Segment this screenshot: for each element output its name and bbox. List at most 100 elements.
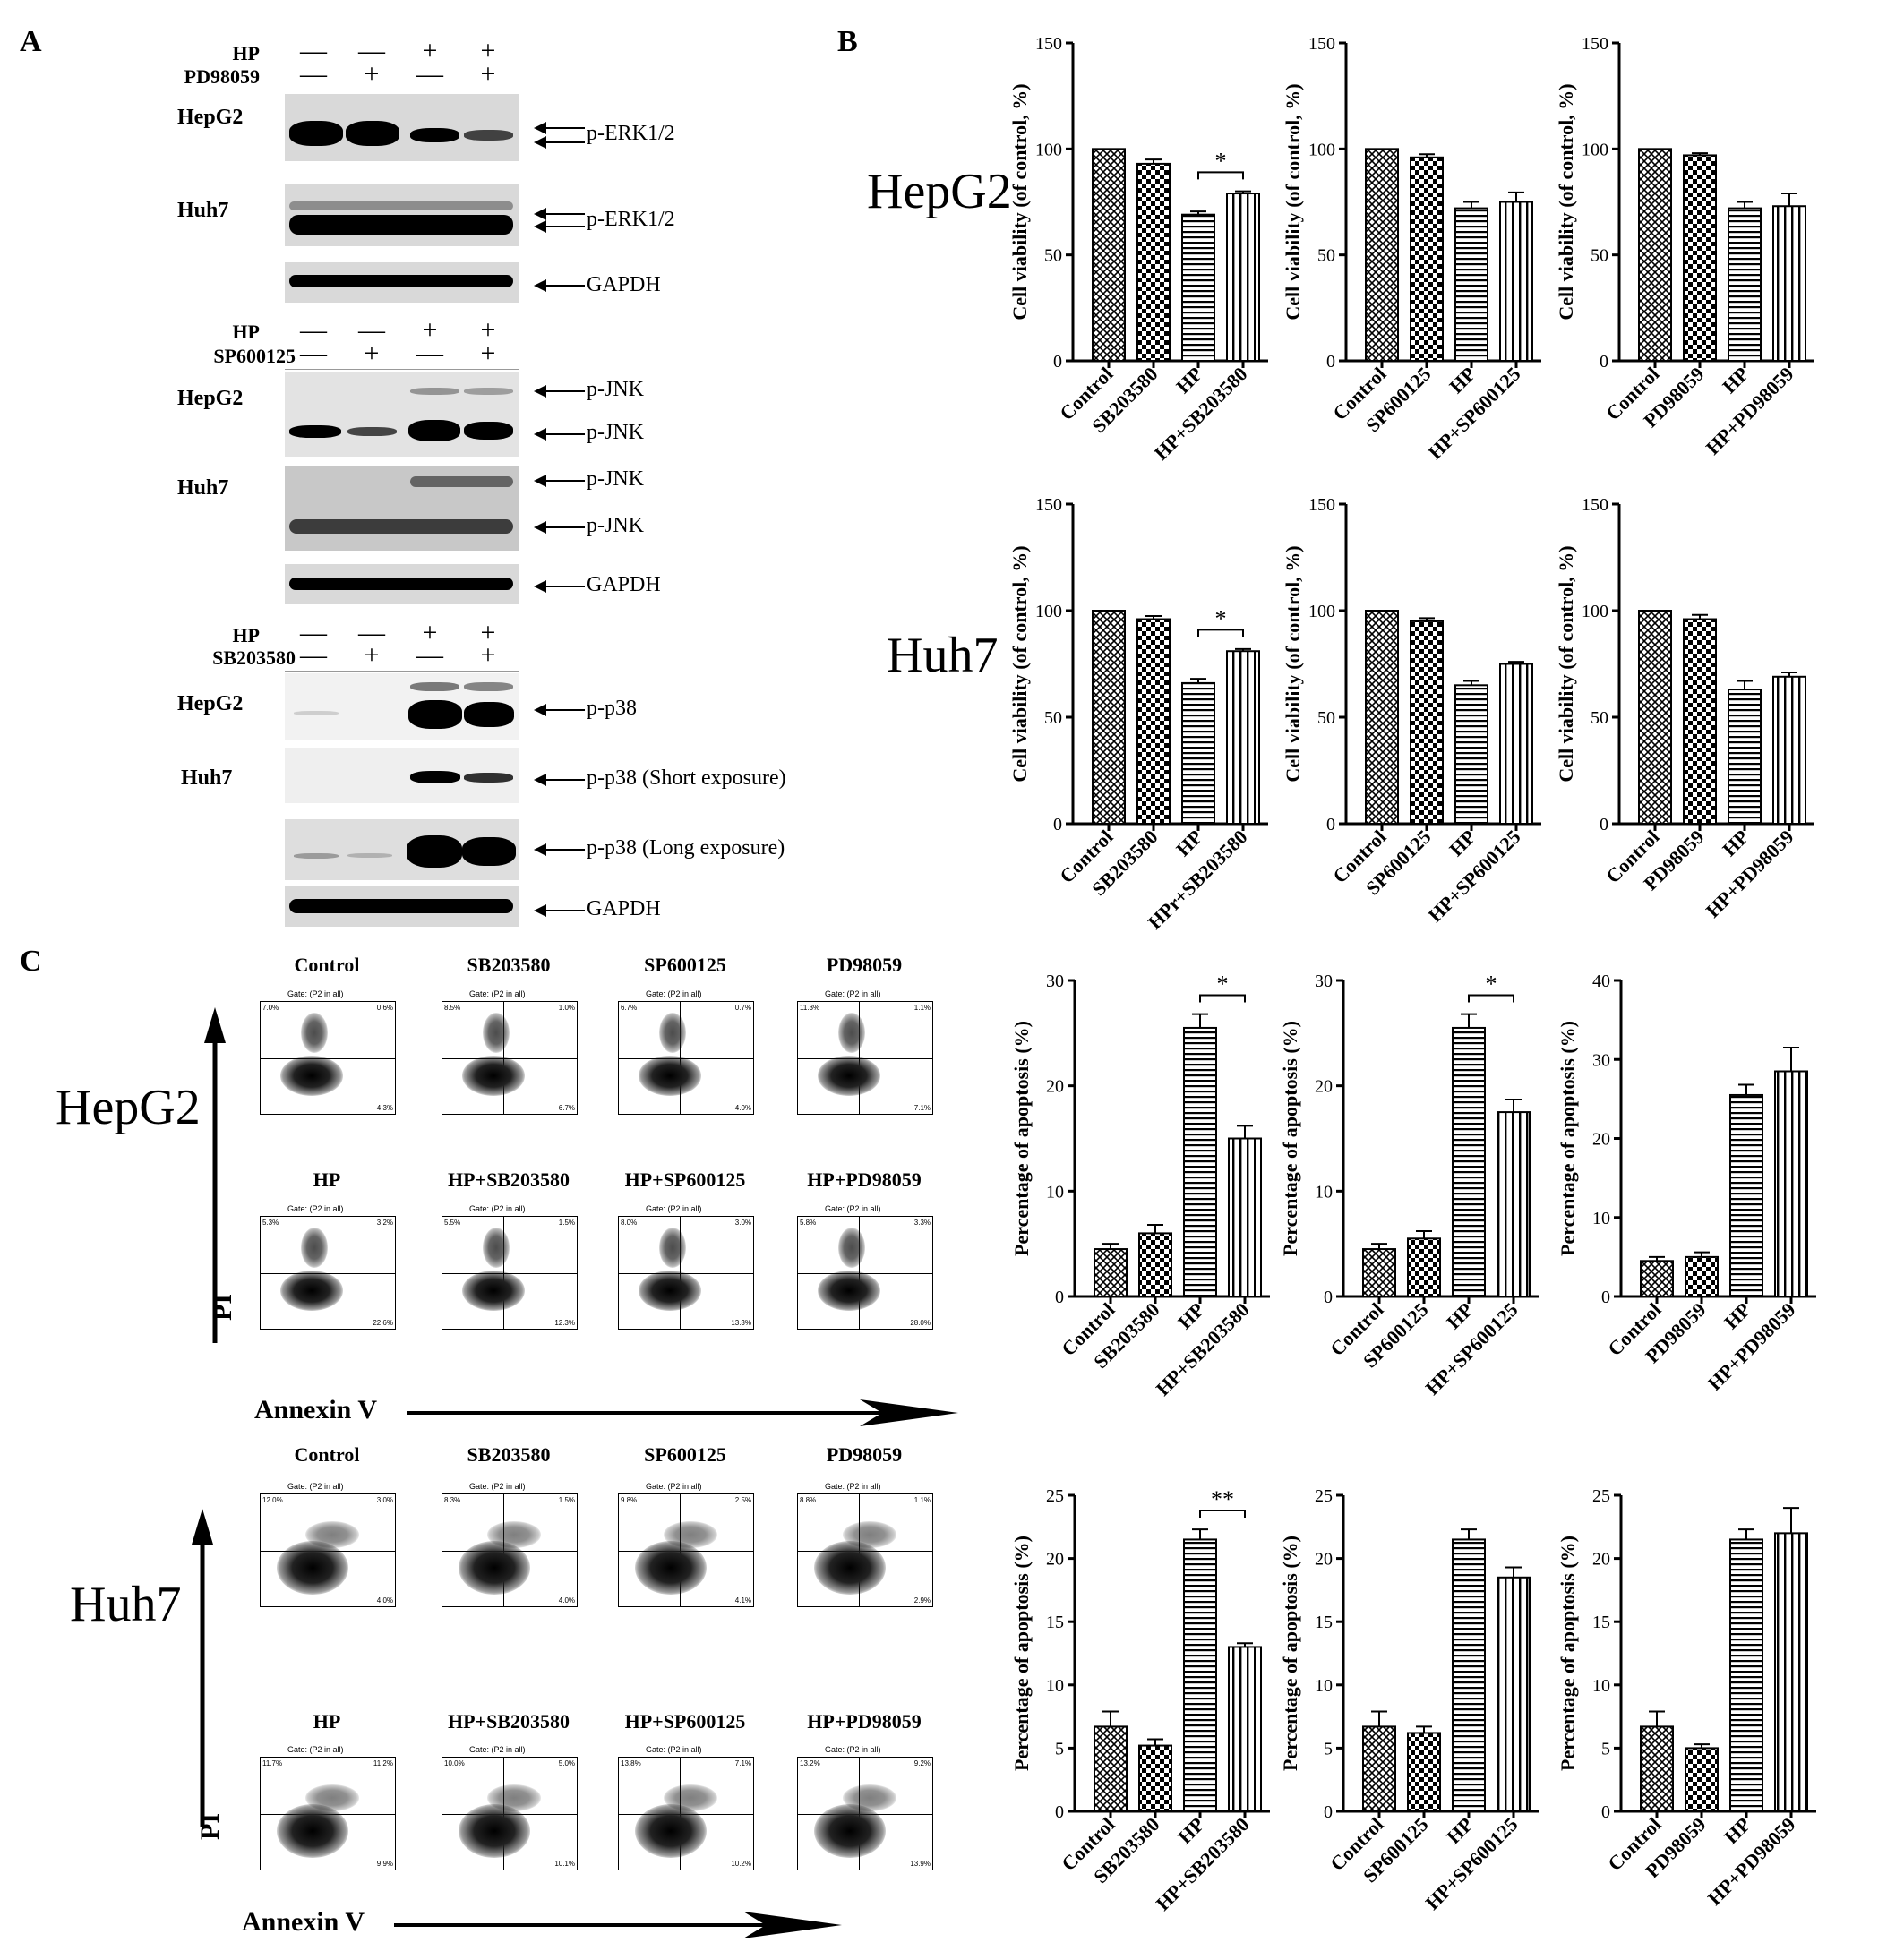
flow-plot-title: SP600125 bbox=[644, 1443, 726, 1466]
x-tick-label: HP bbox=[1171, 363, 1206, 398]
quadrant-ul-value: 11.7% bbox=[262, 1759, 283, 1767]
cell-population bbox=[459, 1541, 530, 1595]
y-tick-label: 0 bbox=[1601, 1288, 1610, 1307]
cell-population bbox=[487, 1521, 541, 1548]
arrow bbox=[534, 704, 585, 716]
y-tick-label: 40 bbox=[1592, 971, 1610, 991]
bar bbox=[1499, 201, 1533, 362]
blot-erk-hepg2 bbox=[285, 94, 519, 161]
sign-hp: + bbox=[480, 36, 496, 65]
bar bbox=[1228, 1646, 1262, 1812]
blot-gapdh bbox=[285, 886, 519, 927]
sign-hp: + bbox=[422, 315, 438, 345]
blot-erk-huh7 bbox=[285, 184, 519, 246]
significance-marker: * bbox=[1215, 148, 1227, 174]
flow-plot-title: SB203580 bbox=[467, 1443, 551, 1466]
y-axis-label: Percentage of apoptosis (%) bbox=[1557, 1536, 1579, 1771]
sign-inhibitor: + bbox=[364, 59, 380, 89]
cell-population bbox=[664, 1521, 717, 1548]
sign-hp: — bbox=[300, 618, 327, 647]
y-tick-label: 5 bbox=[1601, 1739, 1610, 1758]
y-tick-label: 30 bbox=[1315, 971, 1333, 991]
bar bbox=[1183, 1026, 1217, 1297]
significance-bracket bbox=[1197, 171, 1244, 180]
bar bbox=[1729, 1093, 1763, 1298]
x-tick-label: HP bbox=[1718, 826, 1753, 860]
bar bbox=[1226, 650, 1260, 825]
quadrant-ur-value: 1.1% bbox=[913, 1004, 931, 1012]
cell-population bbox=[305, 1521, 359, 1548]
arrow bbox=[534, 208, 585, 220]
y-tick-label: 20 bbox=[1592, 1550, 1610, 1570]
cell-population bbox=[483, 1228, 510, 1268]
bar bbox=[1183, 1538, 1217, 1813]
y-axis-label: Percentage of apoptosis (%) bbox=[1279, 1021, 1301, 1256]
y-tick-label: 25 bbox=[1315, 1486, 1333, 1506]
y-tick-label: 10 bbox=[1315, 1676, 1333, 1696]
y-tick-label: 10 bbox=[1592, 1676, 1610, 1696]
quadrant-ul-value: 11.3% bbox=[800, 1004, 820, 1012]
cell-population bbox=[814, 1541, 886, 1595]
sign-hp: — bbox=[358, 36, 385, 65]
cell-population bbox=[639, 1056, 701, 1096]
arrow bbox=[534, 843, 585, 856]
sign-inhibitor: — bbox=[416, 59, 443, 89]
annexin-axis-arrow-hepg2 bbox=[407, 1399, 958, 1426]
quadrant-lr-value: 4.0% bbox=[734, 1104, 751, 1112]
annexin-axis-label: Annexin V bbox=[242, 1907, 365, 1937]
band-label: GAPDH bbox=[587, 273, 661, 296]
gate-label: Gate: (P2 in all) bbox=[825, 1745, 881, 1754]
y-tick-label: 10 bbox=[1592, 1209, 1610, 1228]
cell-population bbox=[483, 1013, 510, 1053]
gate-label: Gate: (P2 in all) bbox=[646, 1204, 702, 1213]
y-axis-label: Cell viability (of control, %) bbox=[1008, 83, 1031, 320]
significance-marker: * bbox=[1215, 605, 1227, 631]
cell-population bbox=[301, 1013, 328, 1053]
y-tick-label: 30 bbox=[1046, 971, 1064, 991]
quadrant-lr-value: 4.0% bbox=[376, 1596, 393, 1604]
gate-label: Gate: (P2 in all) bbox=[469, 1482, 526, 1491]
gate-label: Gate: (P2 in all) bbox=[287, 1482, 344, 1491]
band-label: p-ERK1/2 bbox=[587, 122, 675, 145]
y-tick-label: 5 bbox=[1055, 1739, 1064, 1758]
arrow bbox=[534, 122, 585, 134]
quadrant-ur-value: 0.6% bbox=[376, 1004, 393, 1012]
gate-label: Gate: (P2 in all) bbox=[646, 1482, 702, 1491]
sign-inhibitor: + bbox=[480, 59, 496, 89]
quadrant-ur-value: 1.5% bbox=[558, 1496, 575, 1504]
bar bbox=[1683, 618, 1717, 826]
sign-hp: — bbox=[358, 315, 385, 345]
y-axis-label: Cell viability (of control, %) bbox=[1282, 83, 1304, 320]
cell-line-label: HepG2 bbox=[177, 692, 244, 715]
y-tick-label: 150 bbox=[1308, 495, 1335, 515]
y-tick-label: 25 bbox=[1592, 1486, 1610, 1506]
sign-inhibitor: — bbox=[300, 338, 327, 368]
significance-marker: ** bbox=[1211, 1486, 1234, 1512]
bar bbox=[1362, 1248, 1396, 1298]
sign-inhibitor: + bbox=[364, 640, 380, 670]
quadrant-ur-value: 9.2% bbox=[913, 1759, 931, 1767]
band-label: GAPDH bbox=[587, 573, 661, 596]
quadrant-ur-value: 2.5% bbox=[734, 1496, 751, 1504]
gate-label: Gate: (P2 in all) bbox=[469, 1745, 526, 1754]
arrow bbox=[534, 904, 585, 917]
y-tick-label: 30 bbox=[1592, 1050, 1610, 1070]
cell-population bbox=[659, 1013, 686, 1053]
flow-plot-title: HP+PD98059 bbox=[807, 1168, 922, 1191]
flow-plot-title: SP600125 bbox=[644, 954, 726, 976]
cell-population bbox=[843, 1521, 896, 1548]
y-tick-label: 150 bbox=[1035, 495, 1062, 515]
quadrant-lr-value: 22.6% bbox=[373, 1319, 393, 1327]
quadrant-lr-value: 13.3% bbox=[731, 1319, 751, 1327]
band-label: p-JNK bbox=[587, 421, 644, 444]
bar bbox=[1136, 618, 1171, 826]
cell-population bbox=[838, 1228, 865, 1268]
gate-label: Gate: (P2 in all) bbox=[825, 1204, 881, 1213]
flow-scatter-plot: Gate: (P2 in all) 5.3% 3.2% 22.6% bbox=[260, 1204, 396, 1330]
sign-hp: — bbox=[358, 618, 385, 647]
flow-scatter-plot: Gate: (P2 in all) 11.7% 11.2% 9.9% bbox=[260, 1745, 396, 1870]
sign-inhibitor: — bbox=[300, 59, 327, 89]
bar bbox=[1728, 207, 1762, 362]
